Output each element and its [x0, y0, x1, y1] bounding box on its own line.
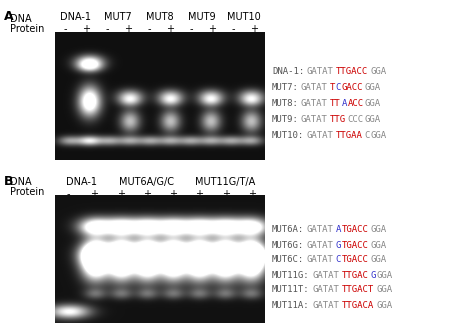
Text: +: + — [125, 24, 133, 34]
Text: GATAT: GATAT — [312, 286, 339, 294]
Text: +: + — [117, 189, 125, 199]
Text: GATAT: GATAT — [312, 271, 339, 279]
Text: Protein: Protein — [10, 187, 45, 197]
Text: GGA: GGA — [365, 99, 381, 109]
Text: B: B — [4, 175, 13, 188]
Text: A: A — [342, 99, 347, 109]
Text: TTGACA: TTGACA — [342, 301, 374, 309]
Text: GGA: GGA — [371, 256, 387, 264]
Text: -: - — [232, 24, 235, 34]
Text: MUT10: MUT10 — [227, 12, 261, 22]
Text: MUT8:: MUT8: — [272, 99, 299, 109]
Text: C: C — [365, 131, 370, 141]
Text: A: A — [4, 10, 14, 23]
Text: GATAT: GATAT — [307, 226, 334, 234]
Text: TTGAA: TTGAA — [336, 131, 363, 141]
Text: -: - — [148, 24, 151, 34]
Text: MUT11G/T/A: MUT11G/T/A — [195, 177, 256, 187]
Text: DNA-1: DNA-1 — [61, 12, 91, 22]
Text: GGA: GGA — [371, 131, 387, 141]
Text: +: + — [222, 189, 229, 199]
Text: +: + — [250, 24, 258, 34]
Text: GATAT: GATAT — [307, 241, 334, 249]
Text: TT: TT — [330, 99, 341, 109]
Text: -: - — [106, 24, 109, 34]
Text: +: + — [169, 189, 177, 199]
Text: +: + — [248, 189, 256, 199]
Text: GATAT: GATAT — [301, 99, 328, 109]
Text: GATAT: GATAT — [307, 256, 334, 264]
Text: +: + — [91, 189, 99, 199]
Text: DNA: DNA — [10, 14, 32, 24]
Text: TTG: TTG — [330, 115, 346, 125]
Text: TTGACC: TTGACC — [336, 67, 368, 77]
Text: MUT11G:: MUT11G: — [272, 271, 310, 279]
Text: MUT6A:: MUT6A: — [272, 226, 304, 234]
Text: +: + — [195, 189, 203, 199]
Text: T: T — [330, 83, 336, 93]
Text: C: C — [336, 83, 341, 93]
Text: C: C — [336, 256, 341, 264]
Text: MUT7:: MUT7: — [272, 83, 299, 93]
Text: G: G — [371, 271, 376, 279]
Text: GGA: GGA — [371, 67, 387, 77]
Text: Protein: Protein — [10, 24, 45, 34]
Text: MUT10:: MUT10: — [272, 131, 304, 141]
Text: GGA: GGA — [371, 226, 387, 234]
Text: MUT7: MUT7 — [104, 12, 132, 22]
Text: GGA: GGA — [376, 286, 392, 294]
Text: TGACC: TGACC — [342, 241, 368, 249]
Text: MUT9: MUT9 — [188, 12, 216, 22]
Text: MUT6G:: MUT6G: — [272, 241, 304, 249]
Text: GGA: GGA — [376, 271, 392, 279]
Text: -: - — [66, 189, 70, 199]
Text: TGACC: TGACC — [342, 226, 368, 234]
Text: G: G — [336, 241, 341, 249]
Text: MUT6A/G/C: MUT6A/G/C — [119, 177, 174, 187]
Text: MUT8: MUT8 — [146, 12, 174, 22]
Text: +: + — [82, 24, 91, 34]
Text: DNA-1: DNA-1 — [66, 177, 97, 187]
Text: ACC: ACC — [347, 99, 364, 109]
Text: TTGACT: TTGACT — [342, 286, 374, 294]
Text: TTGAC: TTGAC — [342, 271, 368, 279]
Text: GGA: GGA — [365, 83, 381, 93]
Text: GATAT: GATAT — [301, 115, 328, 125]
Text: DNA-1:: DNA-1: — [272, 67, 304, 77]
Text: -: - — [190, 24, 193, 34]
Text: GGA: GGA — [365, 115, 381, 125]
Text: MUT11A:: MUT11A: — [272, 301, 310, 309]
Text: CCC: CCC — [347, 115, 364, 125]
Text: GATAT: GATAT — [307, 131, 334, 141]
Text: +: + — [143, 189, 151, 199]
Text: MUT9:: MUT9: — [272, 115, 299, 125]
Text: A: A — [336, 226, 341, 234]
Text: GACC: GACC — [342, 83, 363, 93]
Text: +: + — [166, 24, 174, 34]
Text: MUT6C:: MUT6C: — [272, 256, 304, 264]
Text: GATAT: GATAT — [312, 301, 339, 309]
Text: MUT11T:: MUT11T: — [272, 286, 310, 294]
Text: +: + — [209, 24, 217, 34]
Text: GGA: GGA — [376, 301, 392, 309]
Text: GGA: GGA — [371, 241, 387, 249]
Text: TGACC: TGACC — [342, 256, 368, 264]
Text: GATAT: GATAT — [301, 83, 328, 93]
Text: -: - — [64, 24, 67, 34]
Text: DNA: DNA — [10, 177, 32, 187]
Text: GATAT: GATAT — [307, 67, 334, 77]
